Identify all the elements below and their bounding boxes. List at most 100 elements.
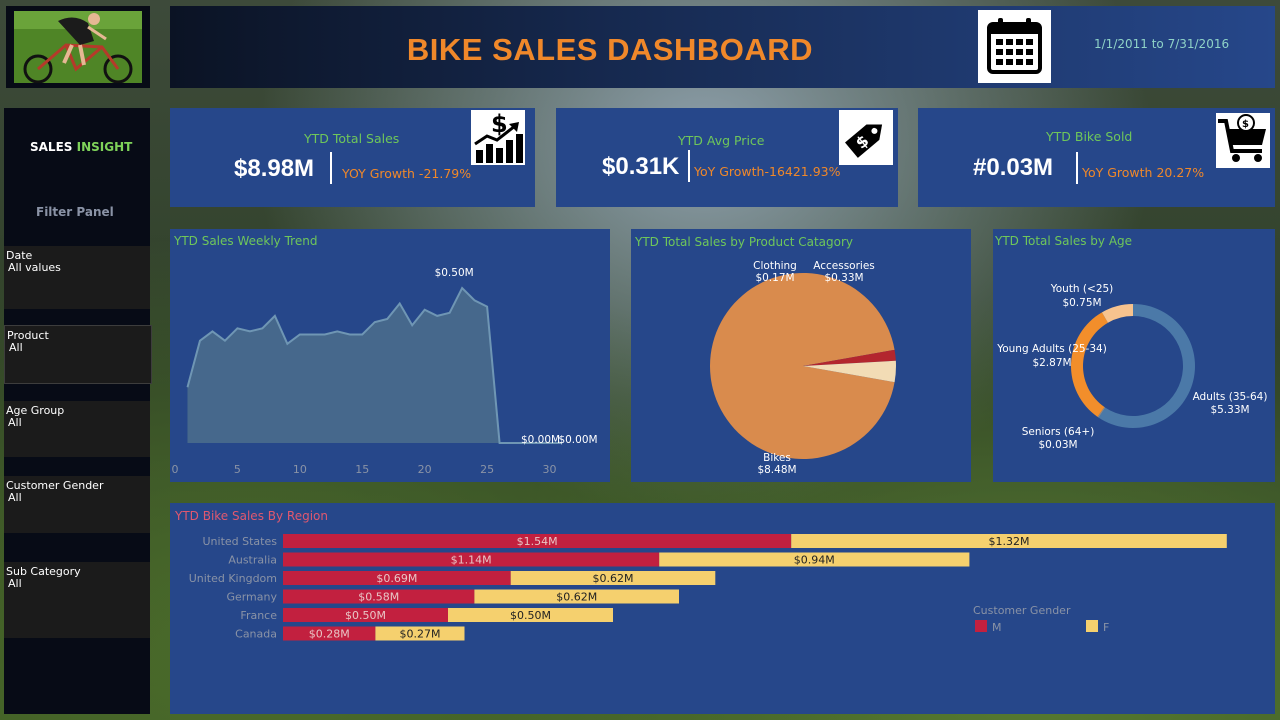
bar-male-label: $0.50M — [345, 609, 386, 622]
region-title: YTD Bike Sales By Region — [175, 509, 328, 523]
filter-customer-gender-value: All — [8, 491, 22, 504]
bar-male — [283, 608, 448, 622]
bar-female — [791, 534, 1227, 548]
kpi-avg-price-value: $0.31K — [602, 153, 680, 180]
pie-slice-clothing — [803, 349, 896, 366]
kpi-bike-sold-value: #0.03M — [973, 154, 1054, 181]
kpi-total-sales-title: YTD Total Sales — [304, 131, 400, 146]
legend-label-m: M — [992, 621, 1002, 634]
region-category-label: United Kingdom — [189, 572, 277, 585]
region-category-label: Australia — [228, 554, 277, 567]
filter-panel-title: Filter Panel — [36, 205, 114, 219]
kpi-avg-price-title: YTD Avg Price — [678, 133, 765, 148]
donut-value: $0.75M — [1062, 297, 1101, 309]
sidebar: SALES INSIGHT Filter Panel Date All valu… — [4, 108, 152, 714]
bar-female — [448, 608, 613, 622]
bar-female-label: $0.62M — [593, 572, 634, 585]
pie-label-clothing: Clothing — [753, 260, 797, 272]
bar-male — [283, 589, 475, 604]
kpi-bike-sold-title: YTD Bike Sold — [1046, 129, 1133, 144]
donut-label: Seniors (64+) — [1022, 426, 1095, 438]
bar-female — [474, 589, 679, 604]
region-bar-chart: United States $1.54M $1.32M Australia $1.14M… — [189, 534, 1227, 641]
cyclist-thumbnail — [6, 6, 150, 88]
kpi-total-sales-yoy: YOY Growth -21.79% — [342, 166, 472, 181]
filter-sub-category[interactable]: Sub Category All — [4, 562, 150, 638]
bar-male — [283, 626, 376, 641]
bar-female — [659, 552, 970, 567]
bar-male-label: $1.54M — [517, 535, 558, 548]
trend-x-tick: 20 — [418, 463, 432, 476]
donut-slice — [1097, 407, 1106, 418]
filter-date-label: Date — [6, 249, 33, 262]
bar-female-label: $0.27M — [399, 628, 440, 641]
pie-value-accessories: $0.33M — [824, 272, 863, 284]
filter-age-group-value: All — [8, 416, 22, 429]
legend-swatch-f — [1086, 620, 1098, 632]
product-category-pie: Bikes$8.48M Clothing$0.17M Accessories$0.3… — [710, 260, 896, 476]
pie-slice-bikes — [710, 273, 895, 459]
pie-value-bikes: $8.48M — [757, 464, 796, 476]
weekly-trend-title: YTD Sales Weekly Trend — [174, 234, 318, 248]
donut-slice — [1098, 304, 1195, 428]
trend-area — [187, 288, 562, 443]
trend-x-tick: 0 — [172, 463, 179, 476]
filter-customer-gender[interactable]: Customer Gender All — [4, 476, 150, 533]
trend-data-label: $0.00M — [521, 434, 560, 446]
filter-age-group-label: Age Group — [6, 404, 65, 417]
donut-label: Youth (<25) — [1050, 283, 1114, 295]
age-donut: Adults (35-64)$5.33M Seniors (64+)$0.03M Y… — [996, 283, 1268, 451]
filter-age-group[interactable]: Age Group All — [4, 401, 150, 457]
legend-swatch-m — [975, 620, 987, 632]
kpi-separator — [688, 150, 690, 182]
bar-female-label: $0.50M — [510, 609, 551, 622]
filter-date-value: All values — [8, 261, 61, 274]
donut-slice — [1071, 312, 1108, 417]
sales-insight-text-b: INSIGHT — [76, 140, 133, 154]
trend-x-tick: 25 — [480, 463, 494, 476]
bar-female-label: $0.94M — [794, 554, 835, 567]
kpi-separator — [330, 152, 332, 184]
filter-product-label: Product — [7, 329, 49, 342]
trend-x-tick: 15 — [355, 463, 369, 476]
bar-female-label: $0.62M — [556, 591, 597, 604]
trend-line — [186, 286, 562, 444]
calendar-icon — [978, 10, 1051, 83]
donut-slice — [1101, 304, 1133, 323]
trend-x-tick: 30 — [543, 463, 557, 476]
pie-slice-accessories — [803, 360, 896, 383]
donut-value: $2.87M — [1032, 357, 1071, 369]
filter-sub-category-value: All — [8, 577, 22, 590]
donut-label: Adults (35-64) — [1193, 391, 1268, 403]
kpi-total-sales: YTD Total Sales $8.98M YOY Growth -21.79… — [170, 108, 535, 207]
region-category-label: Canada — [235, 628, 277, 641]
page-title: BIKE SALES DASHBOARD — [406, 32, 814, 67]
pie-value-clothing: $0.17M — [755, 272, 794, 284]
kpi-separator — [1076, 152, 1078, 184]
svg-text:$: $ — [1242, 119, 1249, 130]
weekly-trend-panel: YTD Sales Weekly Trend 0 5 10 15 20 25 30 $0.50… — [170, 229, 610, 482]
donut-value: $5.33M — [1210, 404, 1249, 416]
header-bar: BIKE SALES DASHBOARD 1/1/2011 to 7/31/20… — [170, 6, 1275, 88]
trend-x-tick: 5 — [234, 463, 241, 476]
kpi-bike-sold: YTD Bike Sold #0.03M YoY Growth 20.27% $ — [918, 108, 1275, 207]
bar-male-label: $0.58M — [358, 591, 399, 604]
region-panel: YTD Bike Sales By Region United States $1… — [170, 503, 1275, 714]
region-category-label: Germany — [226, 591, 277, 604]
kpi-total-sales-value: $8.98M — [234, 155, 315, 182]
donut-label: Young Adults (25-34) — [996, 343, 1107, 355]
filter-product[interactable]: Product All — [4, 325, 152, 384]
money-growth-icon: $ — [471, 110, 525, 165]
filter-date[interactable]: Date All values — [4, 246, 150, 309]
bar-male — [283, 534, 792, 548]
kpi-avg-price: YTD Avg Price $0.31K YoY Growth-16421.93… — [556, 108, 898, 207]
product-category-panel: YTD Total Sales by Product Catagory Bike… — [631, 229, 971, 482]
age-title: YTD Total Sales by Age — [995, 234, 1133, 248]
bar-male-label: $0.69M — [376, 572, 417, 585]
svg-text:$: $ — [491, 110, 508, 138]
bar-male — [283, 552, 660, 567]
pie-label-accessories: Accessories — [813, 260, 875, 272]
bar-male-label: $0.28M — [309, 628, 350, 641]
shopping-cart-icon: $ — [1216, 113, 1270, 168]
trend-data-label: $0.50M — [435, 267, 474, 279]
